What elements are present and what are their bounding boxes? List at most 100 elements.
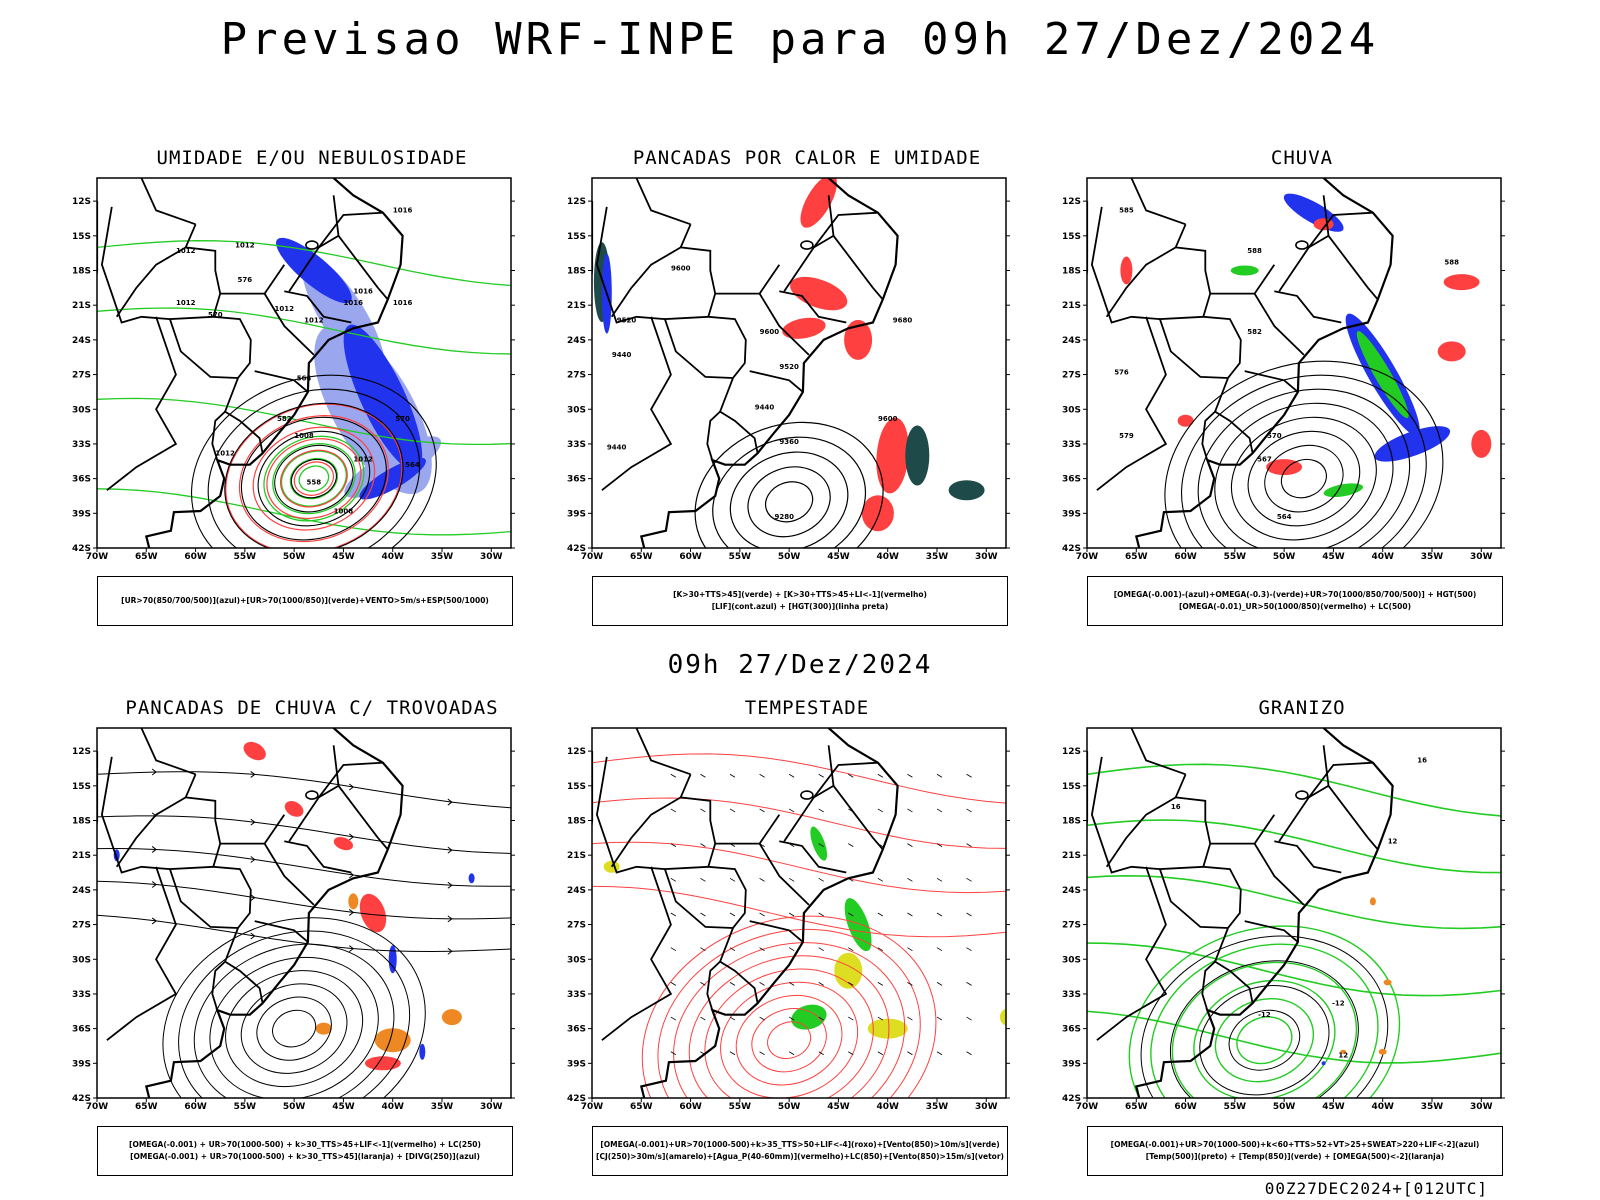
wind-vector — [729, 982, 736, 986]
lon-label: 35W — [431, 552, 454, 562]
lc850-contour — [735, 994, 843, 1086]
streamline-arrow — [250, 932, 256, 940]
omega-green — [1356, 331, 1409, 419]
border-line — [1174, 773, 1254, 1004]
lc250-contour — [209, 956, 379, 1098]
border-line — [184, 223, 264, 454]
footer-run-info: 00Z27DEC2024+[012UTC] — [1264, 1179, 1488, 1198]
rain-red — [1471, 429, 1492, 458]
convection-red — [782, 317, 826, 339]
contour-label: 564 — [1277, 513, 1292, 521]
border-line — [1105, 246, 1177, 318]
lat-label: 12S — [72, 197, 91, 207]
border-line — [106, 866, 178, 1041]
lat-label: 27S — [72, 921, 91, 931]
lon-label: 45W — [332, 552, 355, 562]
wind-vector — [966, 1016, 972, 1021]
lat-label: 30S — [567, 955, 586, 965]
lon-label: 60W — [679, 1102, 702, 1112]
lon-label: 30W — [480, 552, 503, 562]
contour-label: 579 — [1119, 432, 1134, 440]
lon-label: 65W — [1125, 1102, 1148, 1112]
border-line — [813, 761, 878, 798]
contour-label: 570 — [208, 311, 223, 319]
border-line — [211, 960, 226, 1011]
wind-vector — [818, 808, 824, 813]
border-line — [1158, 865, 1229, 929]
wind-vector — [788, 1016, 795, 1021]
humidity-blue — [343, 324, 423, 471]
lat-label: 36S — [72, 1025, 91, 1035]
streamline — [97, 914, 511, 953]
lat-label: 24S — [567, 336, 586, 346]
contour-label: 582 — [277, 415, 292, 423]
wind-vector — [818, 773, 824, 778]
border-line — [168, 865, 239, 929]
contour-label: 1016 — [393, 299, 413, 307]
map-layer: 9600952094409600952094409360928096809600… — [592, 178, 985, 548]
thunder-orange — [348, 893, 359, 910]
pressure-contour — [207, 388, 421, 548]
streamline-arrow — [250, 818, 256, 826]
hgt300-contour — [764, 481, 814, 523]
lon-label: 65W — [630, 552, 653, 562]
contour-label: 1012 — [176, 299, 196, 307]
streamline — [592, 753, 1006, 804]
wind-vector — [700, 947, 706, 952]
lat-label: 24S — [567, 886, 586, 896]
wind-vector — [966, 947, 972, 952]
lat-label: 39S — [72, 509, 91, 519]
border-line — [263, 843, 315, 906]
contour-label: 9280 — [774, 513, 794, 521]
border-line — [318, 211, 383, 248]
wind-vector — [700, 1016, 706, 1021]
border-line — [663, 315, 734, 379]
thunder-orange — [374, 1028, 411, 1053]
legend-box: [K>30+TTS>45](verde) + [K>30+TTS>45+LI<-… — [592, 576, 1008, 626]
map-frame — [591, 177, 1007, 549]
convection-red — [790, 276, 848, 311]
map-frame — [96, 177, 512, 549]
thunder-red — [333, 837, 354, 851]
wind-vector — [759, 947, 765, 952]
streamline — [592, 797, 1006, 849]
wind-vector — [936, 843, 943, 847]
contour-label: 1012 — [353, 455, 373, 463]
wind-vector — [729, 1051, 736, 1056]
border-line — [220, 264, 286, 295]
panel-title: GRANIZO — [1258, 697, 1346, 719]
lat-label: 30S — [72, 955, 91, 965]
thunder-red — [284, 801, 304, 817]
border-line — [1130, 728, 1186, 776]
border-line — [1090, 756, 1160, 874]
lat-label: 39S — [1062, 509, 1081, 519]
panel-title: CHUVA — [1270, 147, 1334, 169]
streamline-arrow — [151, 846, 157, 853]
border-line — [595, 206, 665, 324]
wind-vector — [848, 947, 854, 952]
hail-blue — [1321, 1061, 1326, 1066]
mid-title: 09h 27/Dez/2024 — [667, 650, 933, 680]
wind-vector — [936, 1016, 943, 1021]
lon-label: 40W — [381, 1102, 404, 1112]
border-line — [1244, 370, 1299, 393]
wind-vector — [907, 982, 913, 986]
lat-label: 24S — [72, 886, 91, 896]
contour-label: 1012 — [275, 305, 295, 313]
border-line — [337, 235, 389, 300]
legend-box: [OMEGA(-0.001)+UR>70(1000-500)+k<60+TTS>… — [1087, 1126, 1503, 1176]
map-granizo: -12 12 16 16 12 -12 12S 15S 18S 21S 24S 27S 30S 33S 36… — [1062, 727, 1505, 1112]
lon-label: 55W — [729, 1102, 752, 1112]
temp500-contour — [1228, 1009, 1301, 1071]
border-line — [663, 865, 734, 929]
lat-label: 21S — [567, 301, 586, 311]
border-line — [749, 370, 804, 393]
lat-label: 27S — [72, 371, 91, 381]
wind-vector — [670, 1051, 677, 1056]
wind-vector — [877, 982, 884, 986]
wind-vector — [877, 808, 884, 813]
green-contour — [272, 443, 356, 515]
lat-label: 39S — [1062, 1059, 1081, 1069]
